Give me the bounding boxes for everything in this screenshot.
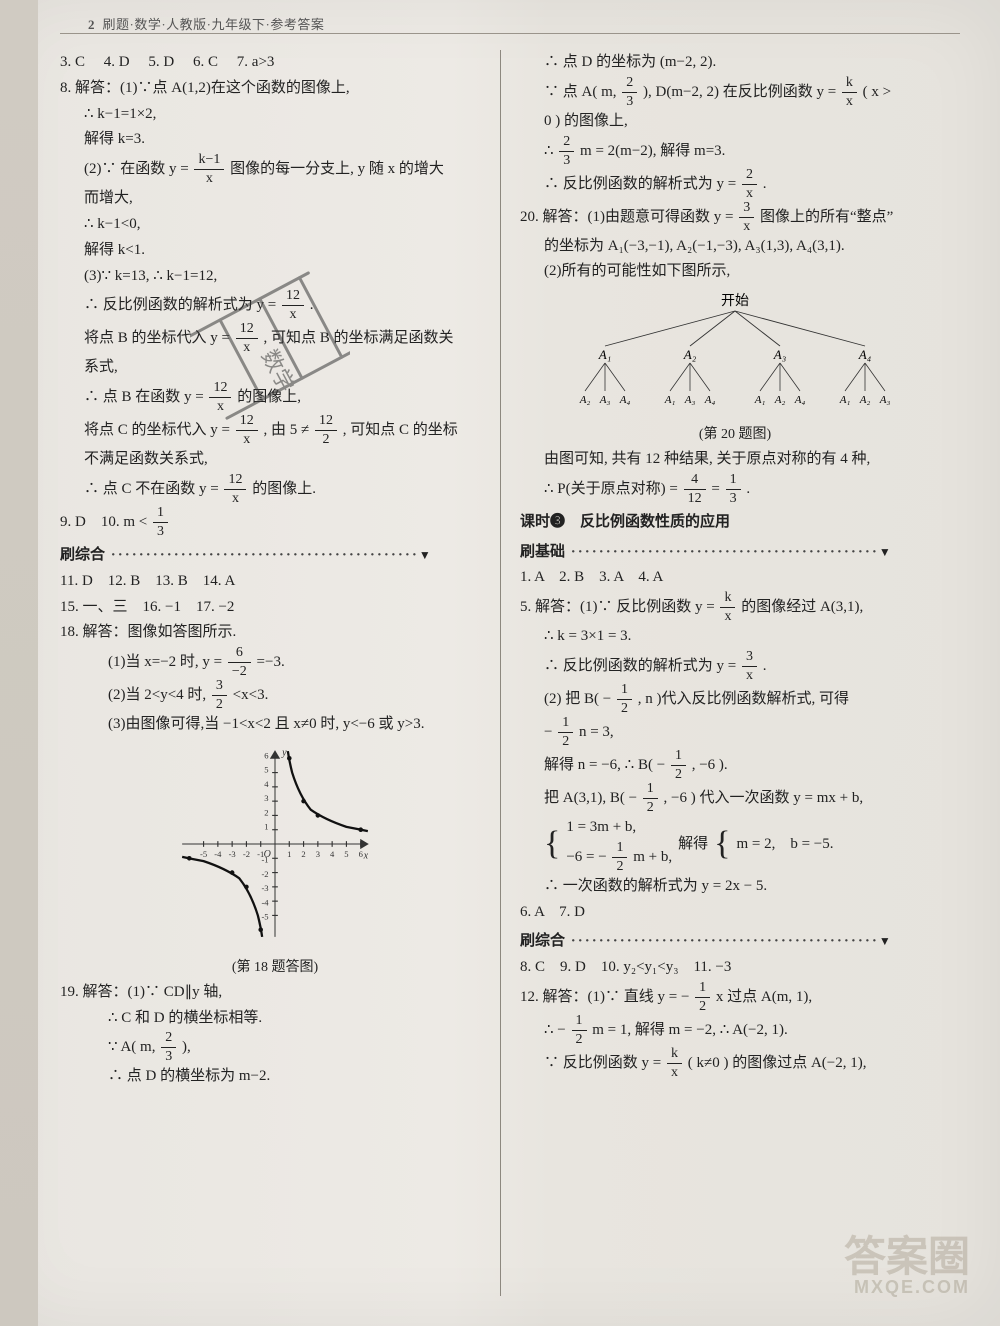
section-comprehensive: 刷综合 ····································… — [60, 543, 490, 569]
svg-text:2: 2 — [301, 849, 305, 859]
svg-text:5: 5 — [264, 765, 268, 775]
svg-text:A₃: A₃ — [879, 394, 891, 406]
running-header: 2 刷题·数学·人教版·九年级下·参考答案 — [88, 14, 324, 33]
svg-text:-5: -5 — [261, 912, 268, 922]
svg-text:A₃: A₃ — [599, 394, 611, 406]
svg-text:A₂: A₂ — [774, 394, 786, 406]
section-basic: 刷基础 ····································… — [520, 540, 950, 566]
svg-text:1: 1 — [287, 849, 291, 859]
left-column: 3. C 4. D 5. D 6. C 7. a>3 8. 解答：(1)∵点 A… — [60, 50, 490, 1306]
svg-text:y: y — [281, 747, 287, 758]
equation-system: { 1 = 3m + b, −6 = − 12 m + b, 解得 { m = … — [520, 815, 950, 874]
svg-text:-4: -4 — [214, 849, 222, 859]
tree-root: 开始 — [721, 293, 749, 309]
right-column: ∴ 点 D 的坐标为 (m−2, 2). ∵ 点 A( m, 23 ), D(m… — [520, 50, 950, 1306]
svg-text:A₄: A₄ — [704, 394, 716, 406]
svg-text:-3: -3 — [261, 883, 268, 893]
q19-head: 19. 解答：(1)∵ CD∥y 轴, — [60, 980, 490, 1006]
svg-text:6: 6 — [359, 849, 364, 859]
svg-text:A₁: A₁ — [598, 347, 611, 362]
header-rule — [60, 33, 960, 34]
svg-text:A₄: A₄ — [858, 347, 872, 362]
svg-text:5: 5 — [344, 849, 348, 859]
fraction: k−1x — [194, 153, 224, 186]
triangle-icon: ▼ — [419, 548, 431, 562]
page: 2 刷题·数学·人教版·九年级下·参考答案 3. C 4. D 5. D 6. … — [0, 0, 1000, 1326]
svg-text:A₄: A₄ — [619, 394, 631, 406]
q9-q10: 9. D 10. m < 13 — [60, 506, 490, 539]
svg-text:A₁: A₁ — [754, 394, 766, 406]
svg-text:3: 3 — [264, 793, 268, 803]
q8-head: 8. 解答：(1)∵点 A(1,2)在这个函数的图像上, — [60, 76, 490, 102]
svg-text:-2: -2 — [243, 849, 250, 859]
svg-text:-3: -3 — [229, 849, 236, 859]
column-rule — [500, 50, 501, 1296]
svg-text:A₂: A₂ — [683, 347, 697, 362]
svg-text:A₃: A₃ — [773, 347, 786, 362]
graph-18: xyO -5-4-3-2-1 123456 123456 -1-2-3-4-5 — [125, 744, 425, 954]
stamp-overlay: 数学 — [190, 270, 350, 430]
svg-text:A₂: A₂ — [579, 394, 591, 406]
header-title: 刷题·数学·人教版·九年级下·参考答案 — [103, 17, 325, 32]
svg-text:数学: 数学 — [257, 345, 300, 396]
svg-text:-2: -2 — [261, 869, 268, 879]
svg-text:2: 2 — [264, 807, 268, 817]
caption-18: (第 18 题答图) — [60, 956, 490, 980]
tree-20: 开始 A₁A₂A₃A₄ A₂A₃A₄ A₁A₃A₄ A₁A₂A — [545, 291, 925, 421]
svg-text:6: 6 — [264, 750, 269, 760]
svg-text:-5: -5 — [200, 849, 207, 859]
svg-text:A₁: A₁ — [839, 394, 851, 406]
svg-text:4: 4 — [330, 849, 335, 859]
svg-text:-1: -1 — [261, 855, 268, 865]
answers-line: 3. C 4. D 5. D 6. C 7. a>3 — [60, 50, 490, 76]
triangle-icon: ▼ — [879, 934, 891, 948]
section-lesson3: 课时❸ 反比例函数性质的应用 — [520, 510, 950, 536]
svg-text:4: 4 — [264, 779, 269, 789]
q18-head: 18. 解答：图像如答图所示. — [60, 620, 490, 646]
svg-text:-4: -4 — [261, 897, 269, 907]
svg-text:x: x — [363, 850, 369, 861]
svg-text:1: 1 — [264, 822, 268, 832]
watermark: 答案圈 MXQE.COM — [844, 1236, 970, 1296]
caption-20: (第 20 题图) — [520, 423, 950, 447]
svg-text:3: 3 — [316, 849, 320, 859]
binding-strip — [0, 0, 38, 1326]
svg-text:A₄: A₄ — [794, 394, 806, 406]
section-comprehensive-2: 刷综合 ····································… — [520, 929, 950, 955]
svg-text:A₁: A₁ — [664, 394, 676, 406]
svg-text:A₂: A₂ — [859, 394, 871, 406]
svg-text:A₃: A₃ — [684, 394, 696, 406]
triangle-icon: ▼ — [879, 545, 891, 559]
page-number: 2 — [88, 17, 95, 32]
